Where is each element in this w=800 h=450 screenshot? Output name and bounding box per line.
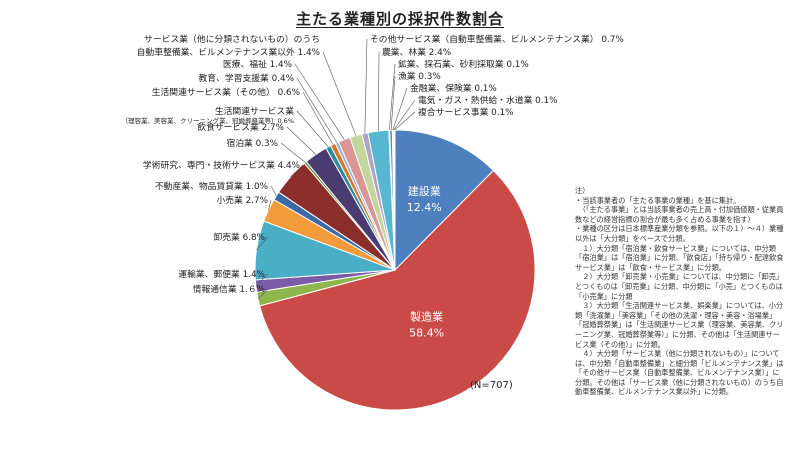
slice-label: 生活関連サービス業 bbox=[215, 105, 294, 117]
slice-label: 不動産業、物品賃貸業 1.0% bbox=[155, 180, 268, 192]
note-line: ３）大分類「生活関連サービス業、娯楽業」については、小分類「洗濯業」「美容業」「… bbox=[575, 301, 784, 349]
leader-line bbox=[378, 51, 380, 132]
slice-label: 金融業、保険業 0.1% bbox=[410, 82, 497, 94]
leader-line bbox=[322, 51, 357, 136]
leader-line bbox=[268, 199, 272, 211]
slice-label: 漁業 0.3% bbox=[398, 70, 441, 82]
slice-label: 医療、福祉 1.4% bbox=[223, 58, 292, 70]
slice-name-label: 製造業 bbox=[410, 310, 443, 324]
slice-label: サービス業（他に分類されないもの）のうち bbox=[144, 33, 320, 45]
leader-line bbox=[392, 87, 408, 131]
slice-label: 情報通信業 1.６% bbox=[193, 283, 265, 295]
slice-label: 飲食サービス業 2.7% bbox=[197, 121, 284, 133]
leader-line bbox=[294, 63, 345, 140]
slice-value-label: 12.4% bbox=[407, 201, 442, 214]
slice-label: 教育、学習支援業 0.4% bbox=[198, 72, 294, 84]
note-line: ２）大分類「卸売業・小売業」については、中分類に「卸売」とつくものは「卸売業」に… bbox=[575, 272, 784, 301]
leader-line bbox=[296, 77, 338, 143]
leader-line bbox=[296, 110, 329, 148]
slice-label: 複合サービス事業 0.1% bbox=[418, 106, 514, 118]
leader-line bbox=[270, 185, 277, 196]
leader-line bbox=[280, 142, 306, 163]
pie-slices bbox=[254, 129, 536, 411]
slice-label: 自動車整備業、ビルメンテナンス業以外 1.4% bbox=[137, 46, 320, 58]
slice-label: 鉱業、採石業、砂利採取業 0.1% bbox=[398, 58, 529, 70]
slice-label: 卸売業 6.8% bbox=[213, 231, 265, 243]
leader-line bbox=[390, 75, 396, 131]
slice-label: 学術研究、専門・技術サービス業 4.4% bbox=[143, 159, 300, 171]
slice-label: 小売業 2.7% bbox=[216, 194, 268, 206]
note-line: ・業種の区分は日本標準産業分類を参照。以下の１）～４）業種以外は「大分類」をベー… bbox=[575, 224, 784, 243]
slice-label: 電気・ガス・熱供給・水道業 0.1% bbox=[418, 94, 558, 106]
leader-line bbox=[286, 126, 317, 155]
leader-line bbox=[388, 63, 396, 131]
chart-notes: 注） ・当該事業者の「主たる事業の業種」を基に集計。 （「主たる事業」とは当該事業… bbox=[575, 186, 785, 397]
leader-line bbox=[364, 38, 368, 134]
slice-label: 生活関連サービス業（その他） 0.6% bbox=[152, 86, 300, 98]
sample-size-label: (N=707) bbox=[470, 380, 513, 391]
slice-label: 宿泊業 0.3% bbox=[226, 137, 278, 149]
slice-name-label: 建設業 bbox=[408, 184, 441, 198]
note-line: 注） bbox=[575, 186, 590, 195]
note-line: （「主たる事業」とは当該事業者の売上高・付加価値額・従業員数などの経営指標の割合… bbox=[575, 205, 784, 224]
pie-slice bbox=[259, 169, 536, 411]
slice-label: その他サービス業（自動車整備業、ビルメンテナンス業） 0.7% bbox=[370, 33, 624, 45]
leader-line bbox=[302, 91, 334, 145]
note-line: ４）大分類「サービス業（他に分類されないもの）」については、中分類「自動車整備業… bbox=[575, 349, 784, 397]
leader-line bbox=[290, 164, 304, 178]
slice-value-label: 58.4% bbox=[409, 327, 444, 340]
leader-line bbox=[393, 99, 416, 131]
slice-labels: 建設業 12.4% 製造業 58.4% 情報通信業 1.６% 運輸業、郵便業 1.4% 卸売… bbox=[121, 33, 623, 340]
note-line: ・当該事業者の「主たる事業の業種」を基に集計。 bbox=[575, 195, 741, 205]
leader-line bbox=[255, 273, 269, 287]
leader-line bbox=[256, 236, 269, 251]
pie-slice bbox=[394, 129, 495, 272]
leader-lines bbox=[255, 38, 416, 300]
slice-label: 運輸業、郵便業 1.4% bbox=[178, 268, 265, 280]
note-line: １）大分類「宿泊業・飲食サービス業」については、中分類「宿泊業」は「宿泊業」に分… bbox=[575, 243, 784, 272]
slice-label: 農業、林業 2.4% bbox=[382, 46, 451, 58]
leader-line bbox=[257, 288, 269, 300]
leader-line bbox=[394, 111, 416, 131]
chart-title: 主たる業種別の採択件数割合 bbox=[295, 10, 504, 28]
slice-sublabel: （理容業、美容業、クリーニング業、冠婚葬祭業等）0.6% bbox=[121, 116, 294, 125]
